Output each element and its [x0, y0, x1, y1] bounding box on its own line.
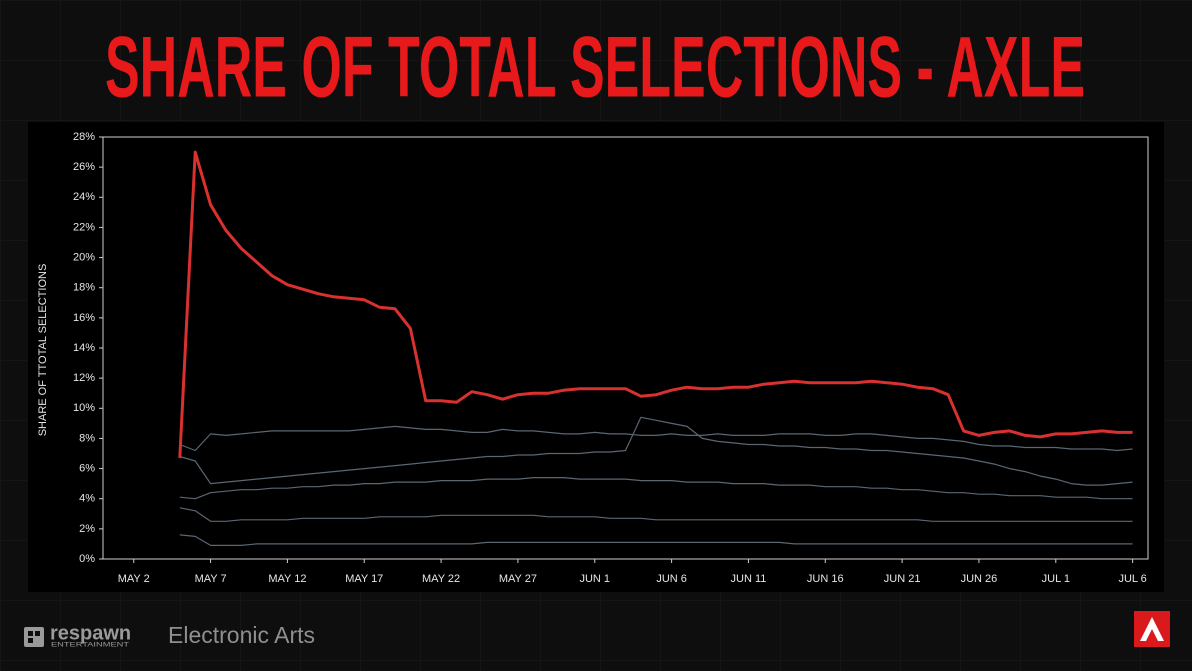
x-tick-label: JUN 11 [731, 573, 767, 585]
y-tick-label: 26% [73, 161, 95, 173]
chart-title: SHARE OF TOTAL SELECTIONS - AXLE [105, 20, 1085, 116]
y-tick-label: 22% [73, 221, 95, 233]
series-line [179, 425, 1133, 452]
y-tick-label: 24% [73, 191, 95, 203]
y-tick-label: 20% [73, 251, 95, 263]
x-tick-label: MAY 17 [345, 573, 383, 585]
respawn-logo: respawn ENTERTAINMENT [24, 622, 131, 649]
y-tick-label: 2% [79, 523, 95, 535]
chart-panel [28, 122, 1164, 592]
series-line [179, 534, 1133, 546]
y-tick-label: 8% [79, 432, 95, 444]
y-tick-label: 4% [79, 493, 95, 505]
series-line [178, 150, 1133, 459]
x-tick-label: JUN 1 [579, 573, 610, 585]
y-tick-label: 28% [73, 131, 95, 143]
y-tick-label: 6% [79, 462, 95, 474]
series-line [179, 507, 1133, 522]
series-line [179, 416, 1133, 486]
respawn-sub: ENTERTAINMENT [51, 643, 130, 649]
y-tick-label: 0% [79, 553, 95, 565]
y-tick-label: 16% [73, 312, 95, 324]
x-tick-label: JUN 26 [961, 573, 998, 585]
series-line [179, 477, 1133, 500]
x-tick-label: MAY 27 [499, 573, 537, 585]
apex-logo [1134, 611, 1170, 647]
y-tick-label: 12% [73, 372, 95, 384]
x-tick-label: MAY 22 [422, 573, 460, 585]
x-tick-label: MAY 7 [195, 573, 227, 585]
x-tick-label: JUL 1 [1042, 573, 1070, 585]
x-tick-label: JUN 16 [807, 573, 844, 585]
x-tick-label: MAY 12 [268, 573, 306, 585]
x-tick-label: JUN 21 [884, 573, 921, 585]
x-tick-label: JUL 6 [1118, 573, 1146, 585]
y-axis-label: SHARE OF TTOTAL SELECTIONS [37, 264, 49, 437]
y-tick-label: 18% [73, 282, 95, 294]
plot: 0% 2% 4% 6% 8% 10% 12% 14% 16% 18% 20% 22% 24% 26% 28%… [73, 131, 1147, 585]
x-tick-label: JUN 6 [656, 573, 687, 585]
y-tick-label: 10% [73, 402, 95, 414]
y-tick-label: 14% [73, 342, 95, 354]
ea-text: Electronic Arts [168, 622, 315, 648]
respawn-text: respawn [50, 622, 131, 644]
x-tick-label: MAY 2 [118, 573, 150, 585]
